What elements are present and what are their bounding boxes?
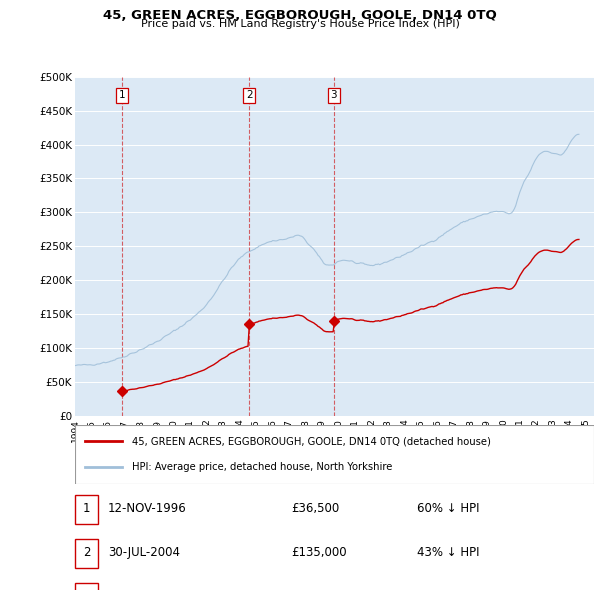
Text: 2: 2 (83, 546, 90, 559)
Text: 12-NOV-1996: 12-NOV-1996 (108, 502, 187, 514)
Text: 60% ↓ HPI: 60% ↓ HPI (417, 502, 479, 514)
Text: Price paid vs. HM Land Registry's House Price Index (HPI): Price paid vs. HM Land Registry's House … (140, 19, 460, 30)
Text: 45, GREEN ACRES, EGGBOROUGH, GOOLE, DN14 0TQ: 45, GREEN ACRES, EGGBOROUGH, GOOLE, DN14… (103, 9, 497, 22)
Text: 1: 1 (83, 502, 90, 514)
Text: 43% ↓ HPI: 43% ↓ HPI (417, 546, 479, 559)
Text: 30-JUL-2004: 30-JUL-2004 (108, 546, 180, 559)
Text: 1: 1 (119, 90, 125, 100)
Text: 45, GREEN ACRES, EGGBOROUGH, GOOLE, DN14 0TQ (detached house): 45, GREEN ACRES, EGGBOROUGH, GOOLE, DN14… (132, 437, 491, 446)
Text: 3: 3 (331, 90, 337, 100)
Text: £135,000: £135,000 (291, 546, 347, 559)
Text: 2: 2 (246, 90, 253, 100)
Text: HPI: Average price, detached house, North Yorkshire: HPI: Average price, detached house, Nort… (132, 463, 392, 472)
Text: £36,500: £36,500 (291, 502, 339, 514)
